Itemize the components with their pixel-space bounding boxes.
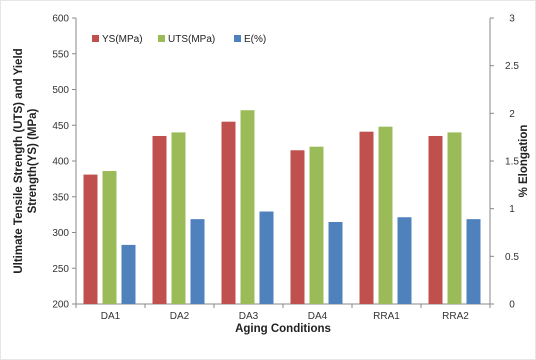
bar-utsmpa-da4 [309,146,324,304]
y2-tick-label: 2 [509,109,515,120]
bar-utsmpa-rra1 [378,126,393,305]
x-tick-label: RRA2 [442,311,469,322]
bar-e-da1 [121,244,136,304]
legend-swatch [158,35,165,42]
legend-swatch [92,35,99,42]
y-tick-label: 500 [52,85,69,96]
x-tick-label: DA1 [101,311,121,322]
bar-ysmpa-da2 [152,135,167,304]
legend-label: UTS(MPa) [168,34,215,45]
bar-ysmpa-da4 [290,150,305,304]
bar-ysmpa-da3 [221,121,236,304]
y2-tick-label: 1.5 [505,157,519,168]
y-tick-label: 350 [52,192,69,203]
bar-utsmpa-da3 [240,110,255,304]
legend-label: YS(MPa) [102,34,143,45]
y2-tick-label: 1 [509,204,515,215]
y-axis-title-line: Strength(YS) (MPa) [27,108,39,213]
y-tick-label: 400 [52,157,69,168]
bar-e-da3 [259,211,274,304]
bar-ysmpa-rra1 [359,131,374,304]
bar-e-da4 [328,222,343,304]
y2-axis-title: % Elongation [518,125,530,198]
y2-tick-label: 2.5 [505,61,519,72]
x-axis-title: Aging Conditions [235,323,331,335]
y-tick-label: 550 [52,49,69,60]
y2-tick-label: 0 [509,300,515,311]
y2-tick-label: 0.5 [505,252,519,263]
bar-ysmpa-da1 [83,174,98,304]
bar-utsmpa-rra2 [447,132,462,304]
bar-e-rra1 [397,217,412,304]
y-tick-label: 600 [52,14,69,25]
y-tick-label: 450 [52,121,69,132]
bar-e-da2 [190,219,205,304]
y-tick-label: 300 [52,228,69,239]
x-tick-label: DA4 [308,311,328,322]
bar-utsmpa-da1 [102,171,117,304]
x-tick-label: DA3 [239,311,259,322]
y-axis-title-line: Ultimate Tensile Strength (UTS) and Yiel… [13,48,25,273]
legend-swatch [234,35,241,42]
y-tick-label: 250 [52,264,69,275]
bar-ysmpa-rra2 [428,135,443,304]
x-tick-label: DA2 [170,311,190,322]
bar-utsmpa-da2 [171,132,186,304]
bar-e-rra2 [466,219,481,304]
y2-tick-label: 3 [509,14,515,25]
x-tick-label: RRA1 [373,311,400,322]
y-tick-label: 200 [52,300,69,311]
legend-label: E(%) [244,34,266,45]
